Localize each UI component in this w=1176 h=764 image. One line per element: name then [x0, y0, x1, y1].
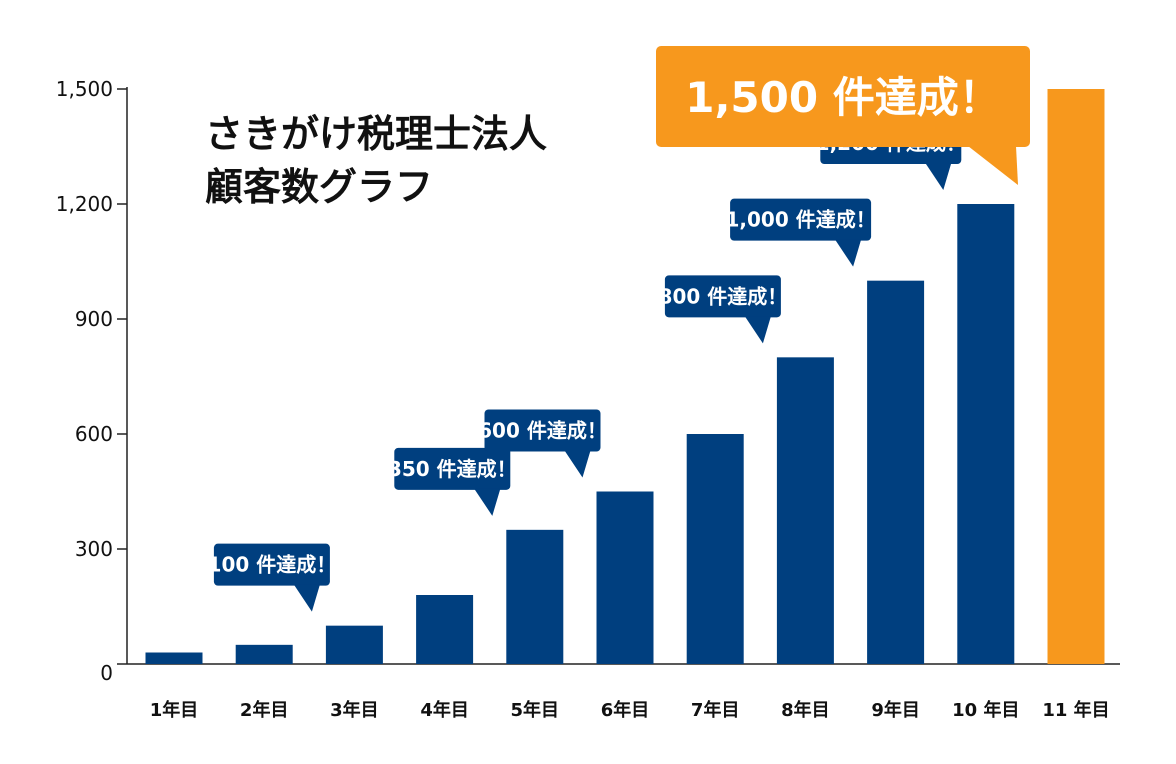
bar — [506, 529, 564, 664]
chart-title-line-2: 顧客数グラフ — [205, 165, 433, 209]
bar — [145, 652, 203, 664]
callout-pointer — [835, 239, 862, 267]
bar — [325, 625, 383, 664]
x-tick-label: 2年目 — [240, 699, 289, 721]
callout-text: 1,000 件達成！ — [725, 208, 875, 232]
bar — [776, 357, 834, 664]
milestone-callout: 1,000 件達成！ — [725, 198, 876, 267]
callout-bubble — [656, 46, 1030, 147]
chart-title-line-1: さきがけ税理士法人 — [205, 112, 547, 156]
callout-pointer — [968, 146, 1018, 185]
y-tick-label: 0 — [100, 661, 113, 685]
callout-bubble — [730, 198, 872, 241]
x-tick-label: 3年目 — [330, 699, 379, 721]
x-tick-label: 4年目 — [420, 699, 469, 721]
bar — [1047, 89, 1105, 664]
callout-text: 600 件達成！ — [478, 419, 607, 443]
x-tick-label: 6年目 — [601, 699, 650, 721]
y-tick-label: 600 — [75, 422, 113, 446]
x-tick-label: 10 年目 — [952, 699, 1019, 721]
callout-pointer — [925, 163, 952, 190]
callout-bubble — [664, 275, 781, 318]
x-tick-label: 7年目 — [691, 699, 740, 721]
highlight-callout: 1,500 件達成！ — [656, 46, 1030, 185]
bar — [867, 280, 925, 664]
callout-pointer — [564, 450, 591, 478]
y-tick-label: 900 — [75, 307, 113, 331]
callout-text: 350 件達成！ — [388, 457, 517, 481]
x-tick-label: 1年目 — [150, 699, 199, 721]
bar — [957, 204, 1015, 664]
x-tick-label: 9年目 — [871, 699, 920, 721]
x-tick-label: 11 年目 — [1042, 699, 1109, 721]
callout-text: 1,500 件達成！ — [685, 73, 1000, 122]
milestone-callout: 800 件達成！ — [659, 275, 788, 344]
bar — [686, 434, 744, 664]
bar — [235, 644, 293, 664]
bar — [596, 491, 654, 664]
y-tick-label: 1,500 — [56, 77, 113, 101]
milestone-callout: 350 件達成！ — [388, 447, 517, 516]
callout-bubble — [213, 543, 330, 586]
callout-bubble — [484, 409, 601, 452]
milestone-callout: 100 件達成！ — [208, 543, 337, 612]
y-tick-label: 1,200 — [56, 192, 113, 216]
x-tick-label: 5年目 — [511, 699, 560, 721]
y-tick-label: 300 — [75, 537, 113, 561]
bar — [416, 595, 474, 664]
milestone-callout: 600 件達成！ — [478, 409, 607, 478]
callout-pointer — [474, 488, 501, 516]
callout-pointer — [293, 584, 320, 612]
x-tick-label: 8年目 — [781, 699, 830, 721]
callout-pointer — [744, 316, 771, 344]
callout-text: 800 件達成！ — [659, 284, 788, 308]
callout-text: 100 件達成！ — [208, 553, 337, 577]
callout-bubble — [394, 447, 511, 490]
